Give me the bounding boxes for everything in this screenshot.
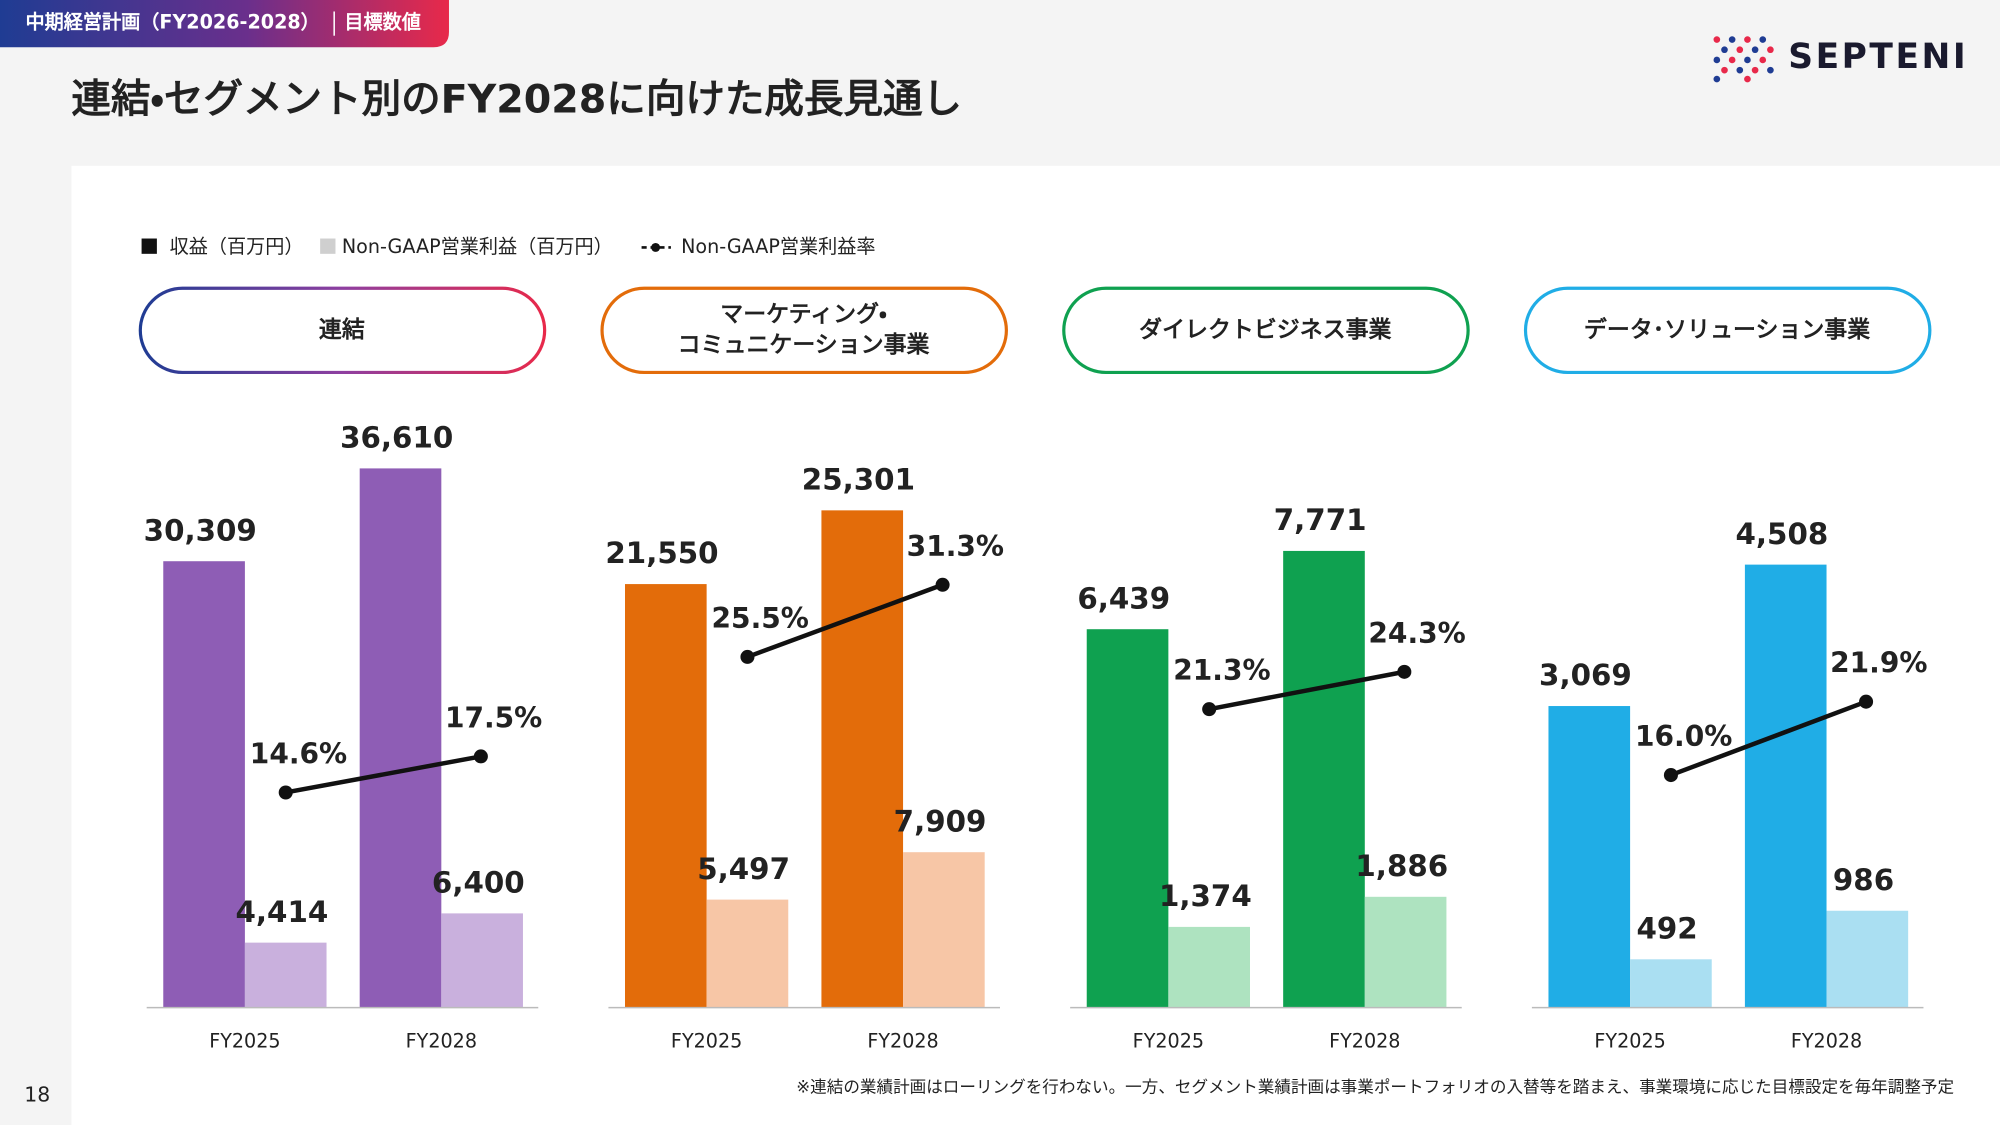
margin-line [746, 582, 944, 660]
x-tick-label: FY2028 [867, 1030, 938, 1053]
segment-pill [138, 286, 547, 375]
bar [1630, 959, 1712, 1008]
logo-mark [1713, 36, 1774, 83]
bar-label: 30,309 [144, 513, 257, 547]
bar-label: 6,400 [432, 866, 525, 900]
legend-label: Non-GAAP営業利益（百万円） [342, 235, 613, 258]
segment-title: 連結 [319, 316, 365, 343]
bar-label: 36,610 [340, 421, 453, 455]
margin-point [935, 577, 950, 592]
margin-point [740, 649, 755, 664]
bar [903, 852, 985, 1008]
bar-label: 986 [1833, 863, 1894, 897]
margin-line [1208, 669, 1405, 712]
x-tick-label: FY2025 [671, 1030, 742, 1053]
slide-title: 連結・セグメント別のFY2028に向けた成長見通し [71, 77, 962, 123]
x-tick-label: FY2028 [1329, 1030, 1400, 1053]
logo-text: SEPTENI [1788, 37, 1968, 77]
margin-point [1397, 664, 1412, 679]
margin-label: 25.5% [712, 602, 809, 635]
margin-line [1670, 699, 1867, 778]
x-tick-label: FY2025 [209, 1030, 280, 1053]
x-tick-label: FY2025 [1133, 1030, 1204, 1053]
segment-pill [1062, 286, 1470, 375]
bar [1364, 896, 1447, 1008]
bar [1086, 629, 1169, 1008]
bar-label: 1,886 [1355, 849, 1448, 883]
header-tag-bg [0, 0, 449, 48]
segment-title: コミュニケーション事業 [678, 331, 930, 358]
margin-label: 31.3% [907, 530, 1004, 563]
legend-label: 収益（百万円） [170, 235, 304, 258]
bar [821, 510, 904, 1008]
bar [441, 913, 523, 1008]
bar-label: 7,909 [894, 804, 987, 838]
bar-label: 7,771 [1274, 503, 1367, 537]
margin-label: 14.6% [250, 737, 347, 770]
header-tag: 中期経営計画（FY2026-2028） [26, 10, 320, 33]
margin-label: 24.3% [1368, 617, 1465, 650]
bar [359, 468, 442, 1008]
bar-label: 4,414 [235, 895, 328, 929]
legend-label: Non-GAAP営業利益率 [681, 235, 875, 258]
bar-label: 4,508 [1735, 517, 1828, 551]
margin-point [1202, 702, 1217, 717]
bar [706, 899, 789, 1008]
bar-label: 21,550 [605, 536, 718, 570]
bar [1744, 564, 1827, 1008]
margin-label: 16.0% [1635, 720, 1732, 753]
bar-label: 5,497 [697, 852, 790, 886]
header-tag2: 目標数値 [344, 10, 421, 33]
bar-label: 1,374 [1159, 879, 1252, 913]
margin-label: 17.5% [445, 701, 542, 734]
bar [163, 561, 245, 1008]
margin-point [278, 785, 293, 800]
footnote: ※連結の業績計画はローリングを行わない。一方、セグメント業績計画は事業ポートフォ… [796, 1078, 1954, 1097]
margin-line [285, 754, 482, 795]
bar [1826, 910, 1909, 1008]
segment-title: ダイレクトビジネス事業 [1139, 316, 1391, 343]
bar [1548, 706, 1631, 1008]
bar [1168, 926, 1250, 1008]
bar [244, 942, 327, 1008]
legend-dot [651, 242, 661, 252]
margin-label: 21.9% [1830, 647, 1927, 680]
bar [625, 584, 707, 1008]
margin-point [1859, 694, 1874, 709]
margin-point [1663, 768, 1678, 783]
bar-label: 25,301 [802, 463, 915, 497]
x-tick-label: FY2028 [406, 1030, 477, 1053]
segment-title: データ･ソリューション事業 [1584, 316, 1870, 343]
bar-label: 6,439 [1077, 581, 1170, 615]
legend-swatch [320, 238, 336, 254]
legend-swatch [141, 238, 157, 254]
segment-pill [600, 286, 1008, 375]
segment-title: マーケティング・ [720, 301, 887, 328]
x-tick-label: FY2028 [1791, 1030, 1862, 1053]
page-number: 18 [24, 1083, 50, 1107]
bar-label: 3,069 [1539, 658, 1632, 692]
margin-point [473, 749, 488, 764]
bar-label: 492 [1636, 911, 1697, 945]
segment-pill [1523, 286, 1932, 375]
bar [1283, 550, 1365, 1008]
margin-label: 21.3% [1173, 654, 1270, 687]
x-tick-label: FY2025 [1594, 1030, 1665, 1053]
